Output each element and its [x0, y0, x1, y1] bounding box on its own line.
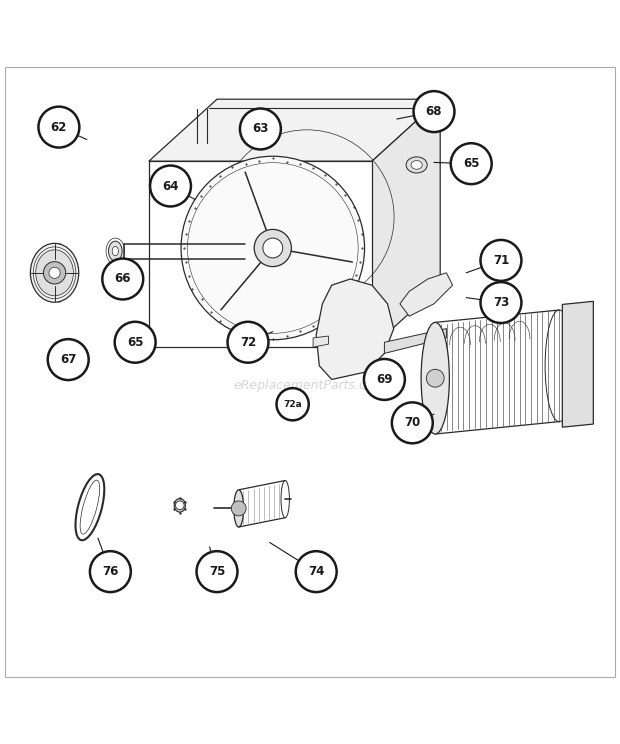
Circle shape	[254, 229, 291, 266]
Text: eReplacementParts.com: eReplacementParts.com	[234, 379, 386, 392]
Polygon shape	[400, 273, 453, 316]
Ellipse shape	[30, 243, 79, 302]
Circle shape	[49, 267, 60, 278]
Polygon shape	[161, 173, 360, 335]
Ellipse shape	[411, 161, 422, 170]
Ellipse shape	[112, 246, 118, 256]
Ellipse shape	[108, 241, 122, 261]
Polygon shape	[313, 336, 329, 347]
Circle shape	[277, 388, 309, 420]
Text: 75: 75	[209, 565, 225, 578]
Text: 68: 68	[426, 105, 442, 118]
Text: 67: 67	[60, 353, 76, 366]
Polygon shape	[149, 161, 372, 347]
Text: 72: 72	[240, 336, 256, 349]
Polygon shape	[372, 99, 440, 347]
Ellipse shape	[80, 480, 100, 534]
Text: 65: 65	[127, 336, 143, 349]
Polygon shape	[384, 329, 446, 353]
Text: 76: 76	[102, 565, 118, 578]
Circle shape	[175, 501, 184, 510]
Ellipse shape	[174, 498, 185, 512]
Circle shape	[392, 403, 433, 443]
Text: 73: 73	[493, 296, 509, 309]
Polygon shape	[316, 279, 394, 379]
Circle shape	[480, 282, 521, 323]
Text: 70: 70	[404, 417, 420, 429]
Text: 63: 63	[252, 123, 268, 135]
Circle shape	[364, 359, 405, 400]
Circle shape	[296, 551, 337, 592]
Circle shape	[150, 165, 191, 206]
Circle shape	[197, 551, 237, 592]
Circle shape	[480, 240, 521, 280]
Ellipse shape	[36, 250, 73, 296]
Ellipse shape	[234, 490, 244, 527]
Circle shape	[414, 91, 454, 132]
Polygon shape	[562, 301, 593, 427]
Text: 62: 62	[51, 121, 67, 134]
Polygon shape	[377, 379, 396, 397]
Circle shape	[90, 551, 131, 592]
Circle shape	[451, 143, 492, 185]
Text: 74: 74	[308, 565, 324, 578]
Circle shape	[427, 369, 444, 387]
Circle shape	[102, 258, 143, 299]
Circle shape	[228, 321, 268, 362]
Circle shape	[38, 106, 79, 147]
Circle shape	[115, 321, 156, 362]
Text: 64: 64	[162, 179, 179, 193]
Ellipse shape	[406, 157, 427, 173]
Ellipse shape	[421, 322, 450, 434]
Circle shape	[231, 501, 246, 516]
Text: 69: 69	[376, 373, 392, 386]
Circle shape	[43, 262, 66, 284]
Text: 72a: 72a	[283, 400, 302, 408]
Text: 71: 71	[493, 254, 509, 267]
Circle shape	[263, 238, 283, 258]
Circle shape	[181, 156, 365, 340]
Polygon shape	[149, 99, 440, 161]
Circle shape	[240, 109, 281, 150]
Text: 65: 65	[463, 157, 479, 170]
Circle shape	[48, 339, 89, 380]
Text: 66: 66	[115, 272, 131, 286]
Ellipse shape	[56, 243, 63, 302]
